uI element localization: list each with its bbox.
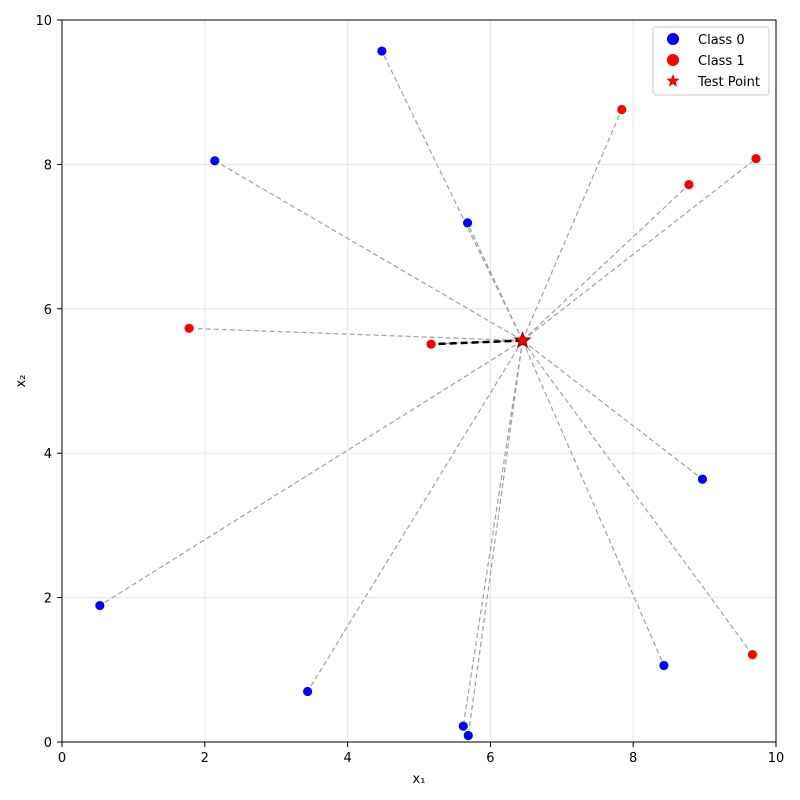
connector-line (99, 340, 523, 607)
class-0-point (94, 600, 106, 611)
connector-line (522, 340, 753, 655)
class-0-point (302, 686, 314, 697)
connector-line (522, 184, 690, 342)
neighbor-connector-lines (99, 50, 757, 736)
y-axis-label: x₂ (14, 375, 29, 388)
data-points (94, 45, 762, 741)
legend: Class 0 Class 1 Test Point (652, 26, 770, 96)
connector-line (307, 340, 524, 692)
connector-line (381, 50, 524, 341)
x-tick-label: 4 (343, 751, 351, 766)
class-0-point (376, 45, 388, 57)
class-1-point (183, 322, 195, 334)
y-axis-ticks: 0 2 4 6 8 10 (35, 14, 62, 751)
x-tick-label: 6 (486, 751, 494, 766)
class-0-point (462, 217, 473, 229)
connector-line (462, 340, 524, 727)
y-tick-label: 6 (44, 303, 52, 318)
x-tick-label: 8 (629, 751, 637, 766)
class-1-point (616, 104, 628, 115)
class-0-point (209, 155, 221, 167)
x-axis-label: x₁ (413, 772, 426, 787)
legend-test-point-star-icon (666, 74, 680, 87)
class-0-point (457, 720, 469, 732)
test-point-star (513, 331, 532, 349)
class-1-point (683, 179, 695, 191)
y-tick-label: 10 (35, 14, 52, 29)
y-tick-label: 2 (44, 592, 52, 607)
legend-box (652, 26, 770, 96)
class-1-point (747, 649, 758, 661)
connector-line (467, 340, 524, 736)
class-0-point (697, 473, 708, 485)
connector-line (521, 109, 623, 341)
x-axis-ticks: 0 2 4 6 8 10 (58, 742, 784, 766)
plot-frame (61, 19, 777, 743)
x-tick-label: 10 (768, 751, 785, 766)
nearest-neighbor-line (431, 339, 523, 346)
legend-class0-marker (667, 33, 679, 45)
y-tick-label: 4 (44, 447, 52, 462)
connector-line (521, 340, 665, 666)
legend-class0-label: Class 0 (698, 33, 745, 48)
connector-line (467, 222, 524, 341)
connector-line (522, 158, 757, 342)
class-1-point (750, 153, 762, 165)
y-tick-label: 0 (44, 736, 52, 751)
legend-class1-marker (667, 54, 679, 66)
legend-test-point-label: Test Point (697, 75, 760, 90)
class-0-point (462, 730, 474, 741)
legend-class1-label: Class 1 (698, 54, 745, 69)
class-0-point (658, 660, 670, 671)
y-tick-label: 8 (44, 158, 52, 173)
test-point-marker-group (513, 331, 532, 349)
x-tick-label: 2 (201, 751, 209, 766)
class-1-point (425, 338, 437, 350)
connector-line (522, 340, 703, 480)
connector-line (431, 339, 523, 345)
connector-line (214, 160, 523, 342)
x-tick-label: 0 (58, 751, 66, 766)
